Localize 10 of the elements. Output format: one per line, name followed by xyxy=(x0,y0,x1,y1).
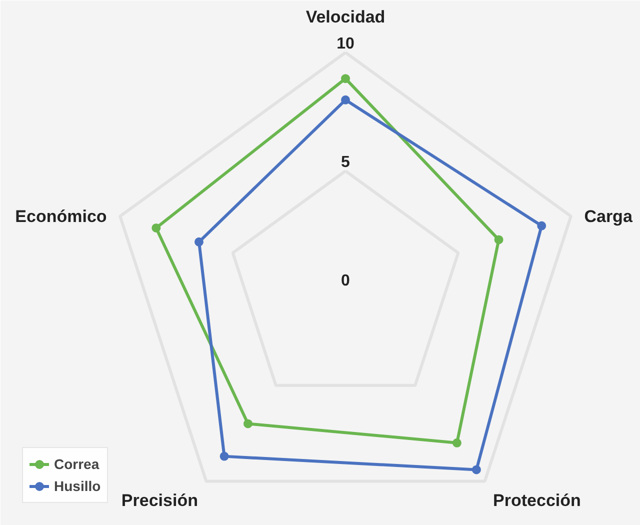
legend-label: Correa xyxy=(54,456,100,472)
spoke-label: Velocidad xyxy=(306,8,386,26)
legend-label: Husillo xyxy=(54,478,101,494)
spoke-label: Precisión xyxy=(121,491,198,510)
spoke-label: Carga xyxy=(584,206,633,226)
y-tick-label: 10 xyxy=(336,36,354,52)
y-tick-label: 0 xyxy=(341,272,350,290)
spoke-label: Protección xyxy=(493,491,581,510)
spoke-label: Económico xyxy=(15,206,107,226)
y-tick-label: 5 xyxy=(341,154,350,171)
